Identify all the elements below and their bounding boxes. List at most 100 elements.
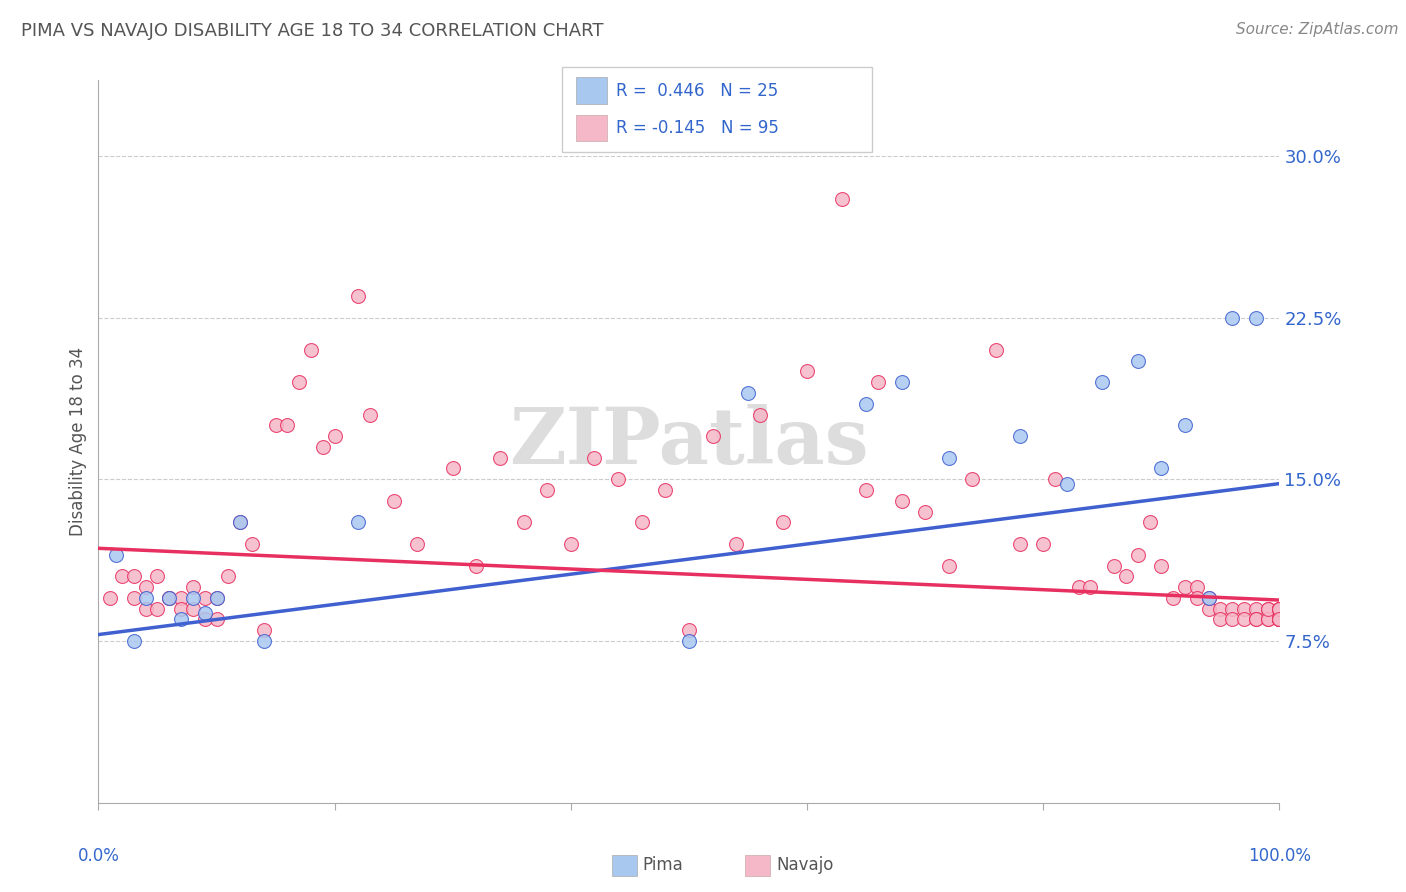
Point xyxy=(1257,601,1279,615)
Point xyxy=(157,591,180,605)
Text: 100.0%: 100.0% xyxy=(1249,847,1310,865)
Point xyxy=(938,450,960,465)
Point xyxy=(122,634,145,648)
Point xyxy=(146,569,169,583)
Point xyxy=(914,505,936,519)
Point xyxy=(1268,612,1291,626)
Y-axis label: Disability Age 18 to 34: Disability Age 18 to 34 xyxy=(69,347,87,536)
Point xyxy=(984,343,1007,357)
Point xyxy=(406,537,429,551)
Point xyxy=(1185,591,1208,605)
Point xyxy=(1126,353,1149,368)
Point xyxy=(1268,612,1291,626)
Point xyxy=(170,601,193,615)
Point xyxy=(135,591,157,605)
Text: R = -0.145   N = 95: R = -0.145 N = 95 xyxy=(616,119,779,136)
Point xyxy=(299,343,322,357)
Point xyxy=(1268,612,1291,626)
Point xyxy=(890,493,912,508)
Point xyxy=(229,516,252,530)
Point xyxy=(1198,591,1220,605)
Point xyxy=(748,408,770,422)
Point xyxy=(866,376,889,390)
Point xyxy=(181,591,204,605)
Point xyxy=(1268,612,1291,626)
Point xyxy=(240,537,263,551)
Point xyxy=(181,580,204,594)
Point xyxy=(630,516,652,530)
Point xyxy=(465,558,488,573)
Point xyxy=(489,450,512,465)
Point xyxy=(205,591,228,605)
Point xyxy=(1185,580,1208,594)
Point xyxy=(1244,612,1267,626)
Point xyxy=(347,516,370,530)
Point xyxy=(725,537,748,551)
Text: R =  0.446   N = 25: R = 0.446 N = 25 xyxy=(616,82,778,100)
Point xyxy=(1126,548,1149,562)
Point xyxy=(157,591,180,605)
Point xyxy=(1233,601,1256,615)
Point xyxy=(1091,376,1114,390)
Point xyxy=(938,558,960,573)
Point xyxy=(1209,612,1232,626)
Point xyxy=(441,461,464,475)
Point xyxy=(312,440,335,454)
Point xyxy=(205,591,228,605)
Point xyxy=(1268,601,1291,615)
Point xyxy=(122,569,145,583)
Point xyxy=(678,624,700,638)
Point xyxy=(359,408,381,422)
Point xyxy=(111,569,134,583)
Point xyxy=(205,612,228,626)
Point xyxy=(1008,429,1031,443)
Point xyxy=(1008,537,1031,551)
Point xyxy=(181,601,204,615)
Point xyxy=(1220,601,1243,615)
Point xyxy=(98,591,121,605)
Point xyxy=(1174,418,1197,433)
Point xyxy=(890,376,912,390)
Point xyxy=(253,624,276,638)
Point xyxy=(855,397,877,411)
Point xyxy=(1220,310,1243,325)
Point xyxy=(1161,591,1184,605)
Point xyxy=(702,429,724,443)
Point xyxy=(1268,601,1291,615)
Point xyxy=(1209,601,1232,615)
Point xyxy=(1115,569,1137,583)
Point xyxy=(855,483,877,497)
Point xyxy=(1043,472,1066,486)
Point xyxy=(1244,601,1267,615)
Point xyxy=(1257,601,1279,615)
Text: Pima: Pima xyxy=(643,856,683,874)
Point xyxy=(194,606,217,620)
Point xyxy=(583,450,606,465)
Point xyxy=(1268,612,1291,626)
Point xyxy=(1244,612,1267,626)
Point xyxy=(962,472,984,486)
Point xyxy=(1139,516,1161,530)
Point xyxy=(194,612,217,626)
Point xyxy=(678,634,700,648)
Point xyxy=(170,591,193,605)
Point xyxy=(1257,612,1279,626)
Point xyxy=(1233,612,1256,626)
Point xyxy=(122,591,145,605)
Point xyxy=(170,612,193,626)
Text: Navajo: Navajo xyxy=(776,856,834,874)
Point xyxy=(135,601,157,615)
Text: Source: ZipAtlas.com: Source: ZipAtlas.com xyxy=(1236,22,1399,37)
Point xyxy=(772,516,794,530)
Point xyxy=(157,591,180,605)
Point xyxy=(229,516,252,530)
Point xyxy=(323,429,346,443)
Point xyxy=(831,192,853,206)
Point xyxy=(512,516,534,530)
Point xyxy=(737,386,759,401)
Point xyxy=(1056,476,1078,491)
Point xyxy=(560,537,582,551)
Point xyxy=(194,591,217,605)
Point xyxy=(1080,580,1102,594)
Point xyxy=(382,493,405,508)
